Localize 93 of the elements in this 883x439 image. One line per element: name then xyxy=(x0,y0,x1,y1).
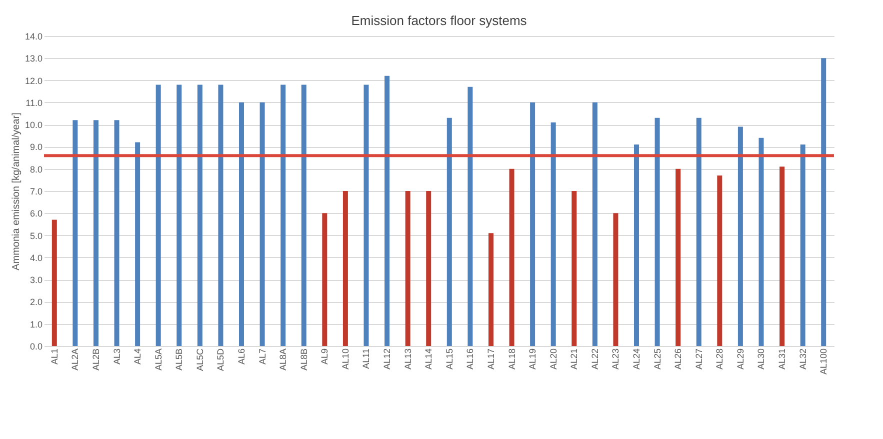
bar xyxy=(758,138,764,346)
y-tick-label: 4.0 xyxy=(30,252,42,263)
x-tick-label: AL21 xyxy=(569,348,580,370)
bar xyxy=(800,144,806,346)
x-tick-label: AL11 xyxy=(361,348,372,369)
y-tick-label: 3.0 xyxy=(30,275,42,286)
x-tick-label: AL30 xyxy=(756,348,766,370)
bar xyxy=(530,102,536,346)
bar xyxy=(696,118,702,346)
x-tick-label: AL8B xyxy=(298,348,309,371)
x-tick-label: AL14 xyxy=(424,348,434,370)
bar xyxy=(72,120,78,346)
x-tick-label: AL100 xyxy=(818,348,829,375)
y-tick-label: 12.0 xyxy=(24,76,42,86)
x-tick-label: AL1 xyxy=(49,348,60,365)
x-tick-label: AL24 xyxy=(632,348,642,370)
x-tick-label: AL26 xyxy=(673,348,684,370)
x-tick-label: AL7 xyxy=(257,348,268,365)
chart-title: Emission factors floor systems xyxy=(351,13,528,28)
x-tick-label: AL2A xyxy=(70,348,80,371)
bar xyxy=(364,84,369,346)
y-tick-label: 11.0 xyxy=(26,98,42,108)
x-tick-label: AL27 xyxy=(694,348,704,370)
x-tick-label: AL20 xyxy=(548,348,558,370)
y-tick-label: 13.0 xyxy=(24,54,42,64)
bar xyxy=(780,166,785,346)
bar xyxy=(676,168,681,346)
bar xyxy=(634,144,639,346)
bar xyxy=(509,168,514,346)
x-tick-label: AL6 xyxy=(236,348,246,365)
bar xyxy=(342,191,348,346)
bar xyxy=(405,191,410,346)
bar xyxy=(301,84,306,346)
y-tick-label: 2.0 xyxy=(30,297,42,308)
x-tick-label: AL8A xyxy=(278,348,288,371)
bar xyxy=(572,191,577,346)
bar xyxy=(176,84,182,346)
y-tick-label: 9.0 xyxy=(30,142,42,152)
x-tick-label: AL5D xyxy=(216,348,226,372)
bar xyxy=(717,176,722,346)
bar xyxy=(156,84,161,346)
x-tick-label: AL19 xyxy=(528,348,538,370)
x-tick-label: AL2B xyxy=(90,348,101,371)
x-tick-label: AL23 xyxy=(610,348,621,370)
y-tick-label: 14.0 xyxy=(24,32,42,42)
x-tick-label: AL5B xyxy=(174,348,184,371)
bar xyxy=(280,84,286,346)
y-tick-label: 5.0 xyxy=(30,230,42,241)
y-tick-label: 8.0 xyxy=(30,164,42,174)
x-tick-label: AL5A xyxy=(153,348,164,371)
x-tick-label: AL15 xyxy=(444,348,454,370)
bar xyxy=(592,102,598,346)
x-tick-label: AL9 xyxy=(320,348,330,365)
y-tick-label: 0.0 xyxy=(30,342,42,352)
y-tick-label: 7.0 xyxy=(30,186,42,196)
x-tick-label: AL28 xyxy=(714,348,725,370)
bar xyxy=(613,213,618,346)
y-axis-title: Ammonia emission [kg/animal/year] xyxy=(10,112,22,270)
bar xyxy=(114,120,120,346)
bar xyxy=(52,220,57,346)
bar xyxy=(446,118,452,346)
x-tick-label: AL13 xyxy=(402,348,413,370)
x-tick-label: AL18 xyxy=(506,348,517,370)
x-tick-label: AL5C xyxy=(194,348,205,372)
bar xyxy=(654,118,660,346)
bar xyxy=(738,126,743,346)
bar xyxy=(488,233,494,346)
x-tick-label: AL16 xyxy=(465,348,476,370)
x-tick-label: AL10 xyxy=(340,348,350,370)
x-tick-label: AL17 xyxy=(486,348,496,370)
bar xyxy=(468,86,473,346)
bar xyxy=(426,191,432,346)
bar xyxy=(550,122,556,346)
x-tick-label: AL12 xyxy=(382,348,392,370)
bar xyxy=(260,102,265,346)
bar xyxy=(384,76,390,346)
x-tick-label: AL29 xyxy=(735,348,746,370)
x-tick-label: AL4 xyxy=(132,348,143,365)
bar xyxy=(239,102,244,346)
bar xyxy=(322,213,328,346)
bar xyxy=(93,120,98,346)
x-tick-label: AL25 xyxy=(652,348,662,370)
bar xyxy=(218,84,224,346)
x-tick-label: AL22 xyxy=(590,348,600,370)
y-tick-label: 1.0 xyxy=(30,319,42,330)
bar xyxy=(197,84,202,346)
x-tick-label: AL31 xyxy=(777,348,788,370)
y-tick-label: 10.0 xyxy=(24,120,42,130)
bar xyxy=(821,58,826,346)
x-tick-label: AL32 xyxy=(798,348,808,370)
y-tick-label: 6.0 xyxy=(30,208,42,219)
bar xyxy=(135,142,140,346)
x-tick-label: AL3 xyxy=(112,348,122,365)
